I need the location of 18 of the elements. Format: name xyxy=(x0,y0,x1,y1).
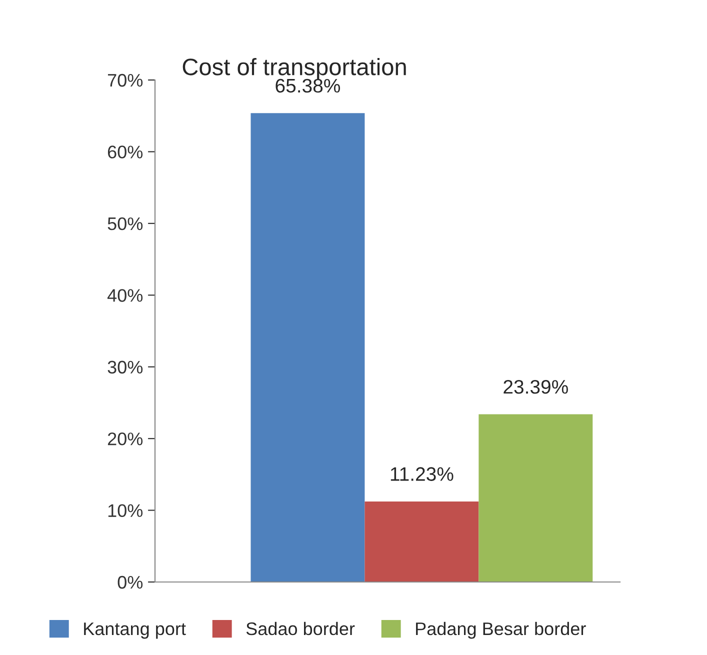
data-label: 11.23% xyxy=(390,467,454,481)
y-tick-label: 50% xyxy=(108,217,143,230)
bar xyxy=(364,501,479,582)
bar xyxy=(250,113,365,582)
legend-label: Padang Besar border xyxy=(416,622,586,639)
chart-title: Cost of transportation xyxy=(182,58,406,80)
y-tick-label: 0% xyxy=(118,576,143,589)
data-label: 23.39% xyxy=(504,380,568,394)
y-tick-label: 70% xyxy=(108,74,143,87)
bar xyxy=(478,414,593,582)
y-tick-label: 30% xyxy=(108,360,143,374)
legend-label: Kantang port xyxy=(84,622,186,639)
y-tick-label: 10% xyxy=(108,504,143,518)
y-tick-label: 40% xyxy=(107,289,143,302)
legend-label: Sadao border xyxy=(246,622,355,636)
y-tick-label: 20% xyxy=(108,432,143,446)
data-label: 65.38% xyxy=(276,78,340,93)
y-tick-label: 60% xyxy=(108,146,143,158)
